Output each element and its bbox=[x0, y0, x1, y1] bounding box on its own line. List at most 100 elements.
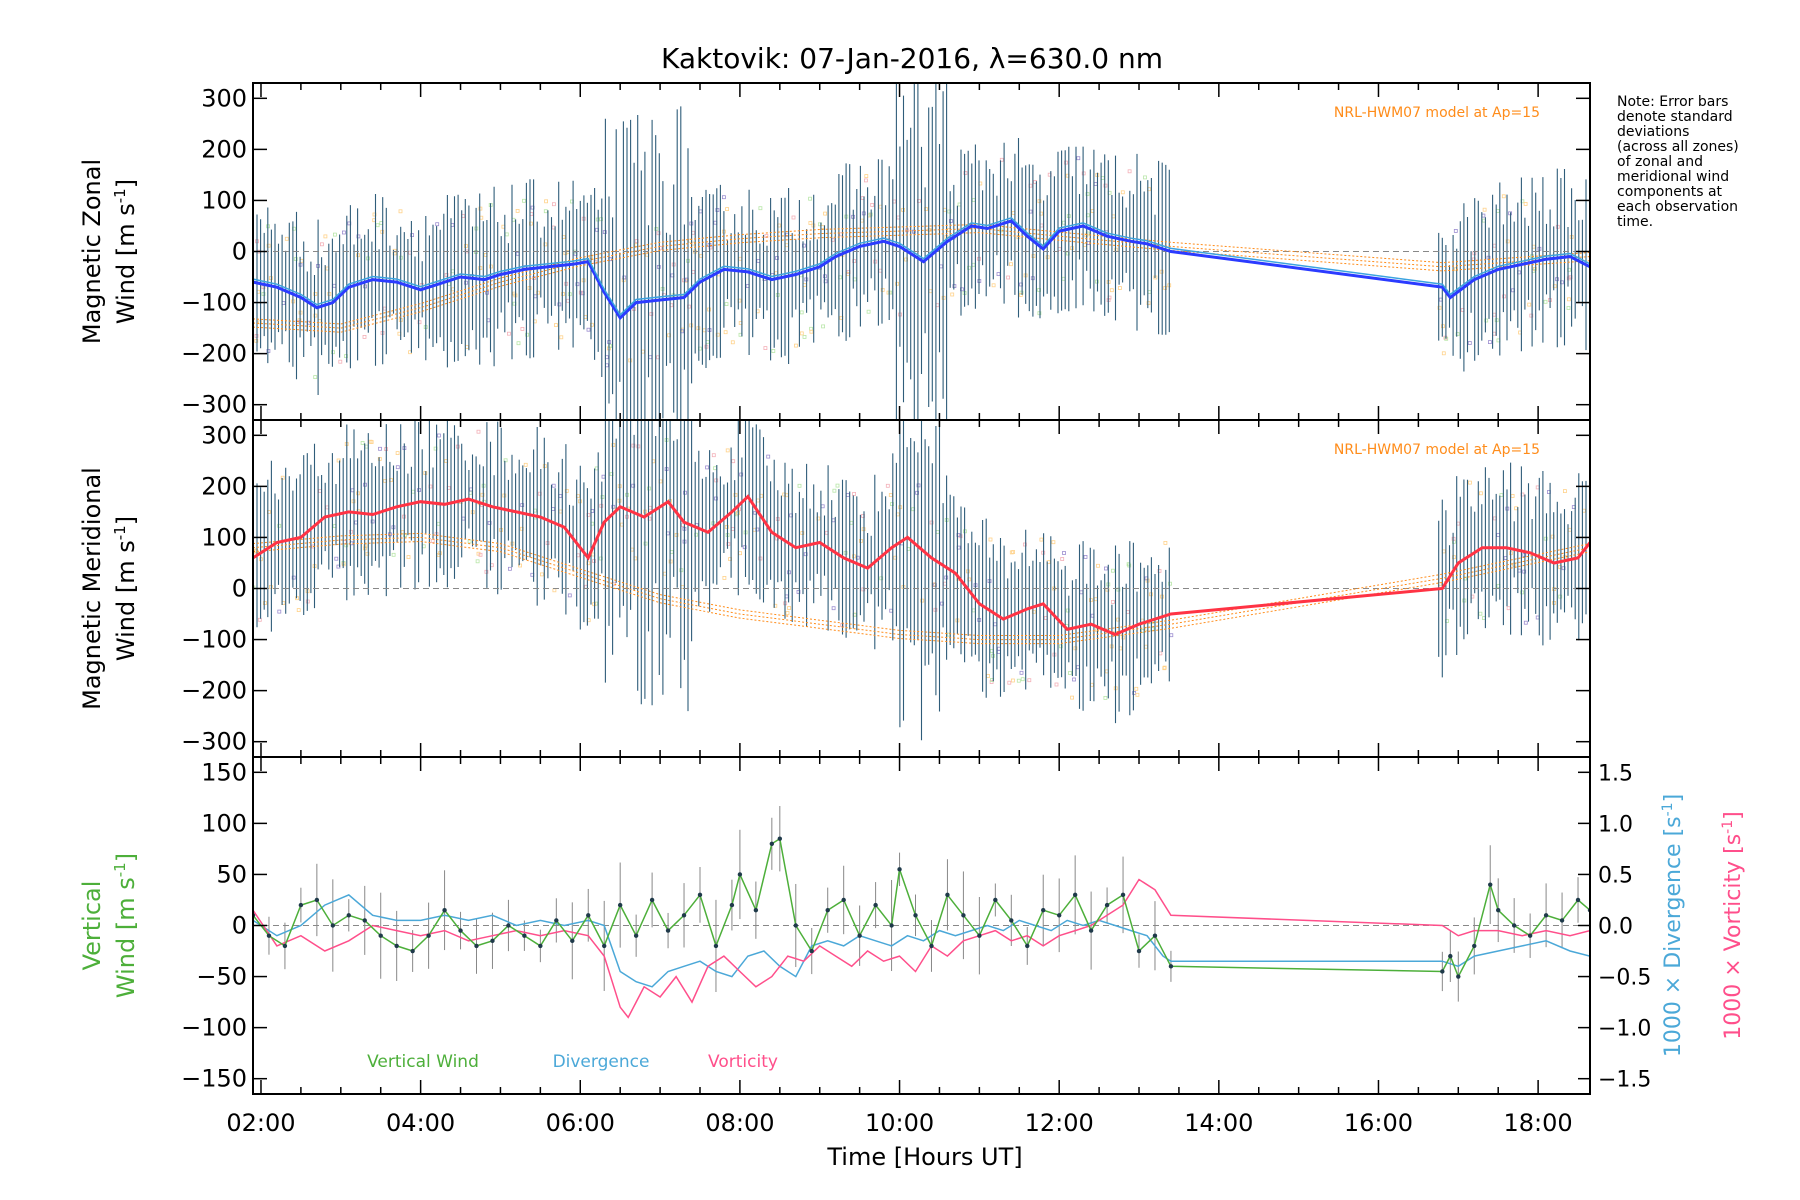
scatter-point bbox=[257, 320, 262, 325]
scatter-point bbox=[590, 322, 594, 327]
scatter-point bbox=[879, 576, 884, 581]
scatter-point bbox=[1118, 286, 1122, 290]
scatter-point bbox=[631, 483, 636, 488]
vertical-point bbox=[538, 943, 543, 949]
x-tick-label: 18:00 bbox=[1504, 1109, 1573, 1137]
vertical-point bbox=[793, 923, 798, 928]
scatter-point bbox=[730, 527, 735, 531]
vertical-point bbox=[346, 913, 351, 918]
scatter-point bbox=[988, 537, 993, 542]
scatter-point bbox=[1073, 646, 1078, 651]
scatter-point bbox=[1478, 611, 1483, 616]
scatter-point bbox=[1062, 551, 1066, 555]
scatter-point bbox=[1495, 208, 1500, 213]
scatter-point bbox=[518, 563, 522, 568]
scatter-point bbox=[636, 444, 641, 449]
scatter-point bbox=[890, 502, 894, 507]
scatter-point bbox=[1066, 608, 1070, 613]
scatter-point bbox=[1079, 590, 1084, 595]
y-tick-label: 300 bbox=[201, 421, 247, 449]
scatter-point bbox=[993, 622, 998, 627]
scatter-point bbox=[803, 552, 808, 557]
vertical-point bbox=[378, 933, 383, 938]
scatter-point bbox=[794, 343, 798, 348]
note-line: of zonal and bbox=[1617, 154, 1703, 170]
scatter-point bbox=[1453, 228, 1458, 233]
scatter-point bbox=[291, 575, 296, 580]
scatter-point bbox=[1558, 594, 1563, 599]
scatter-point bbox=[649, 312, 654, 316]
vertical-point bbox=[897, 867, 902, 872]
scatter-point bbox=[1020, 677, 1025, 682]
scatter-point bbox=[797, 483, 802, 488]
vertical-point bbox=[825, 907, 830, 913]
scatter-point bbox=[1566, 306, 1571, 310]
scatter-point bbox=[1081, 171, 1086, 176]
vertical-point bbox=[1056, 913, 1062, 918]
scatter-point bbox=[487, 521, 492, 525]
scatter-point bbox=[480, 492, 485, 497]
scatter-point bbox=[656, 231, 661, 236]
scatter-point bbox=[1441, 324, 1445, 329]
scatter-point bbox=[1467, 341, 1472, 345]
scatter-point bbox=[1039, 537, 1044, 542]
scatter-point bbox=[935, 530, 940, 534]
scatter-point bbox=[520, 503, 525, 508]
scatter-point bbox=[952, 284, 957, 289]
vertical-point bbox=[1152, 933, 1158, 938]
scatter-point bbox=[737, 507, 741, 512]
scatter-point bbox=[552, 588, 557, 593]
vertical-point bbox=[1496, 907, 1501, 913]
scatter-point bbox=[870, 202, 875, 207]
vertical-point bbox=[697, 892, 703, 898]
scatter-point bbox=[1093, 597, 1098, 602]
scatter-point bbox=[1104, 566, 1108, 571]
scatter-point bbox=[1054, 682, 1059, 687]
scatter-point bbox=[561, 292, 565, 296]
vertical-point bbox=[1440, 969, 1445, 974]
vertical-point bbox=[1559, 918, 1565, 923]
x-tick-label: 10:00 bbox=[865, 1109, 934, 1137]
scatter-point bbox=[823, 211, 827, 216]
scatter-point bbox=[544, 199, 548, 204]
scatter-point bbox=[410, 233, 415, 238]
scatter-point bbox=[602, 230, 607, 235]
scatter-point bbox=[967, 265, 971, 270]
vertical-point bbox=[298, 902, 304, 908]
scatter-point bbox=[950, 292, 955, 297]
scatter-point bbox=[791, 215, 796, 220]
scatter-point bbox=[1144, 644, 1148, 649]
scatter-point bbox=[341, 230, 346, 235]
scatter-point bbox=[960, 287, 964, 292]
scatter-point bbox=[654, 227, 659, 231]
scatter-point bbox=[725, 448, 730, 453]
scatter-point bbox=[1520, 590, 1524, 595]
y-tick-label: −50 bbox=[196, 963, 247, 991]
scatter-point bbox=[411, 489, 416, 494]
scatter-point bbox=[296, 608, 301, 612]
y-tick-label: 150 bbox=[201, 758, 247, 786]
scatter-point bbox=[522, 198, 526, 203]
scatter-point bbox=[444, 273, 449, 277]
vertical-point bbox=[961, 913, 966, 918]
scatter-point bbox=[820, 504, 825, 509]
scatter-point bbox=[1506, 606, 1511, 611]
y-tick-label: 100 bbox=[201, 523, 247, 551]
scatter-point bbox=[643, 541, 648, 546]
y-tick-label: −100 bbox=[181, 289, 247, 317]
scatter-point bbox=[1527, 302, 1532, 307]
scatter-point bbox=[611, 504, 616, 509]
scatter-point bbox=[782, 492, 787, 497]
y-tick-label: 50 bbox=[216, 860, 247, 888]
scatter-point bbox=[461, 516, 466, 521]
scatter-point bbox=[332, 283, 337, 288]
scatter-point bbox=[725, 207, 729, 212]
scatter-point bbox=[1011, 550, 1015, 554]
scatter-point bbox=[698, 209, 703, 214]
scatter-point bbox=[715, 208, 720, 212]
scatter-point bbox=[257, 617, 262, 622]
scatter-point bbox=[1016, 678, 1021, 683]
vertical-point bbox=[993, 897, 998, 903]
model-line bbox=[253, 540, 1590, 645]
scatter-point bbox=[266, 349, 271, 353]
